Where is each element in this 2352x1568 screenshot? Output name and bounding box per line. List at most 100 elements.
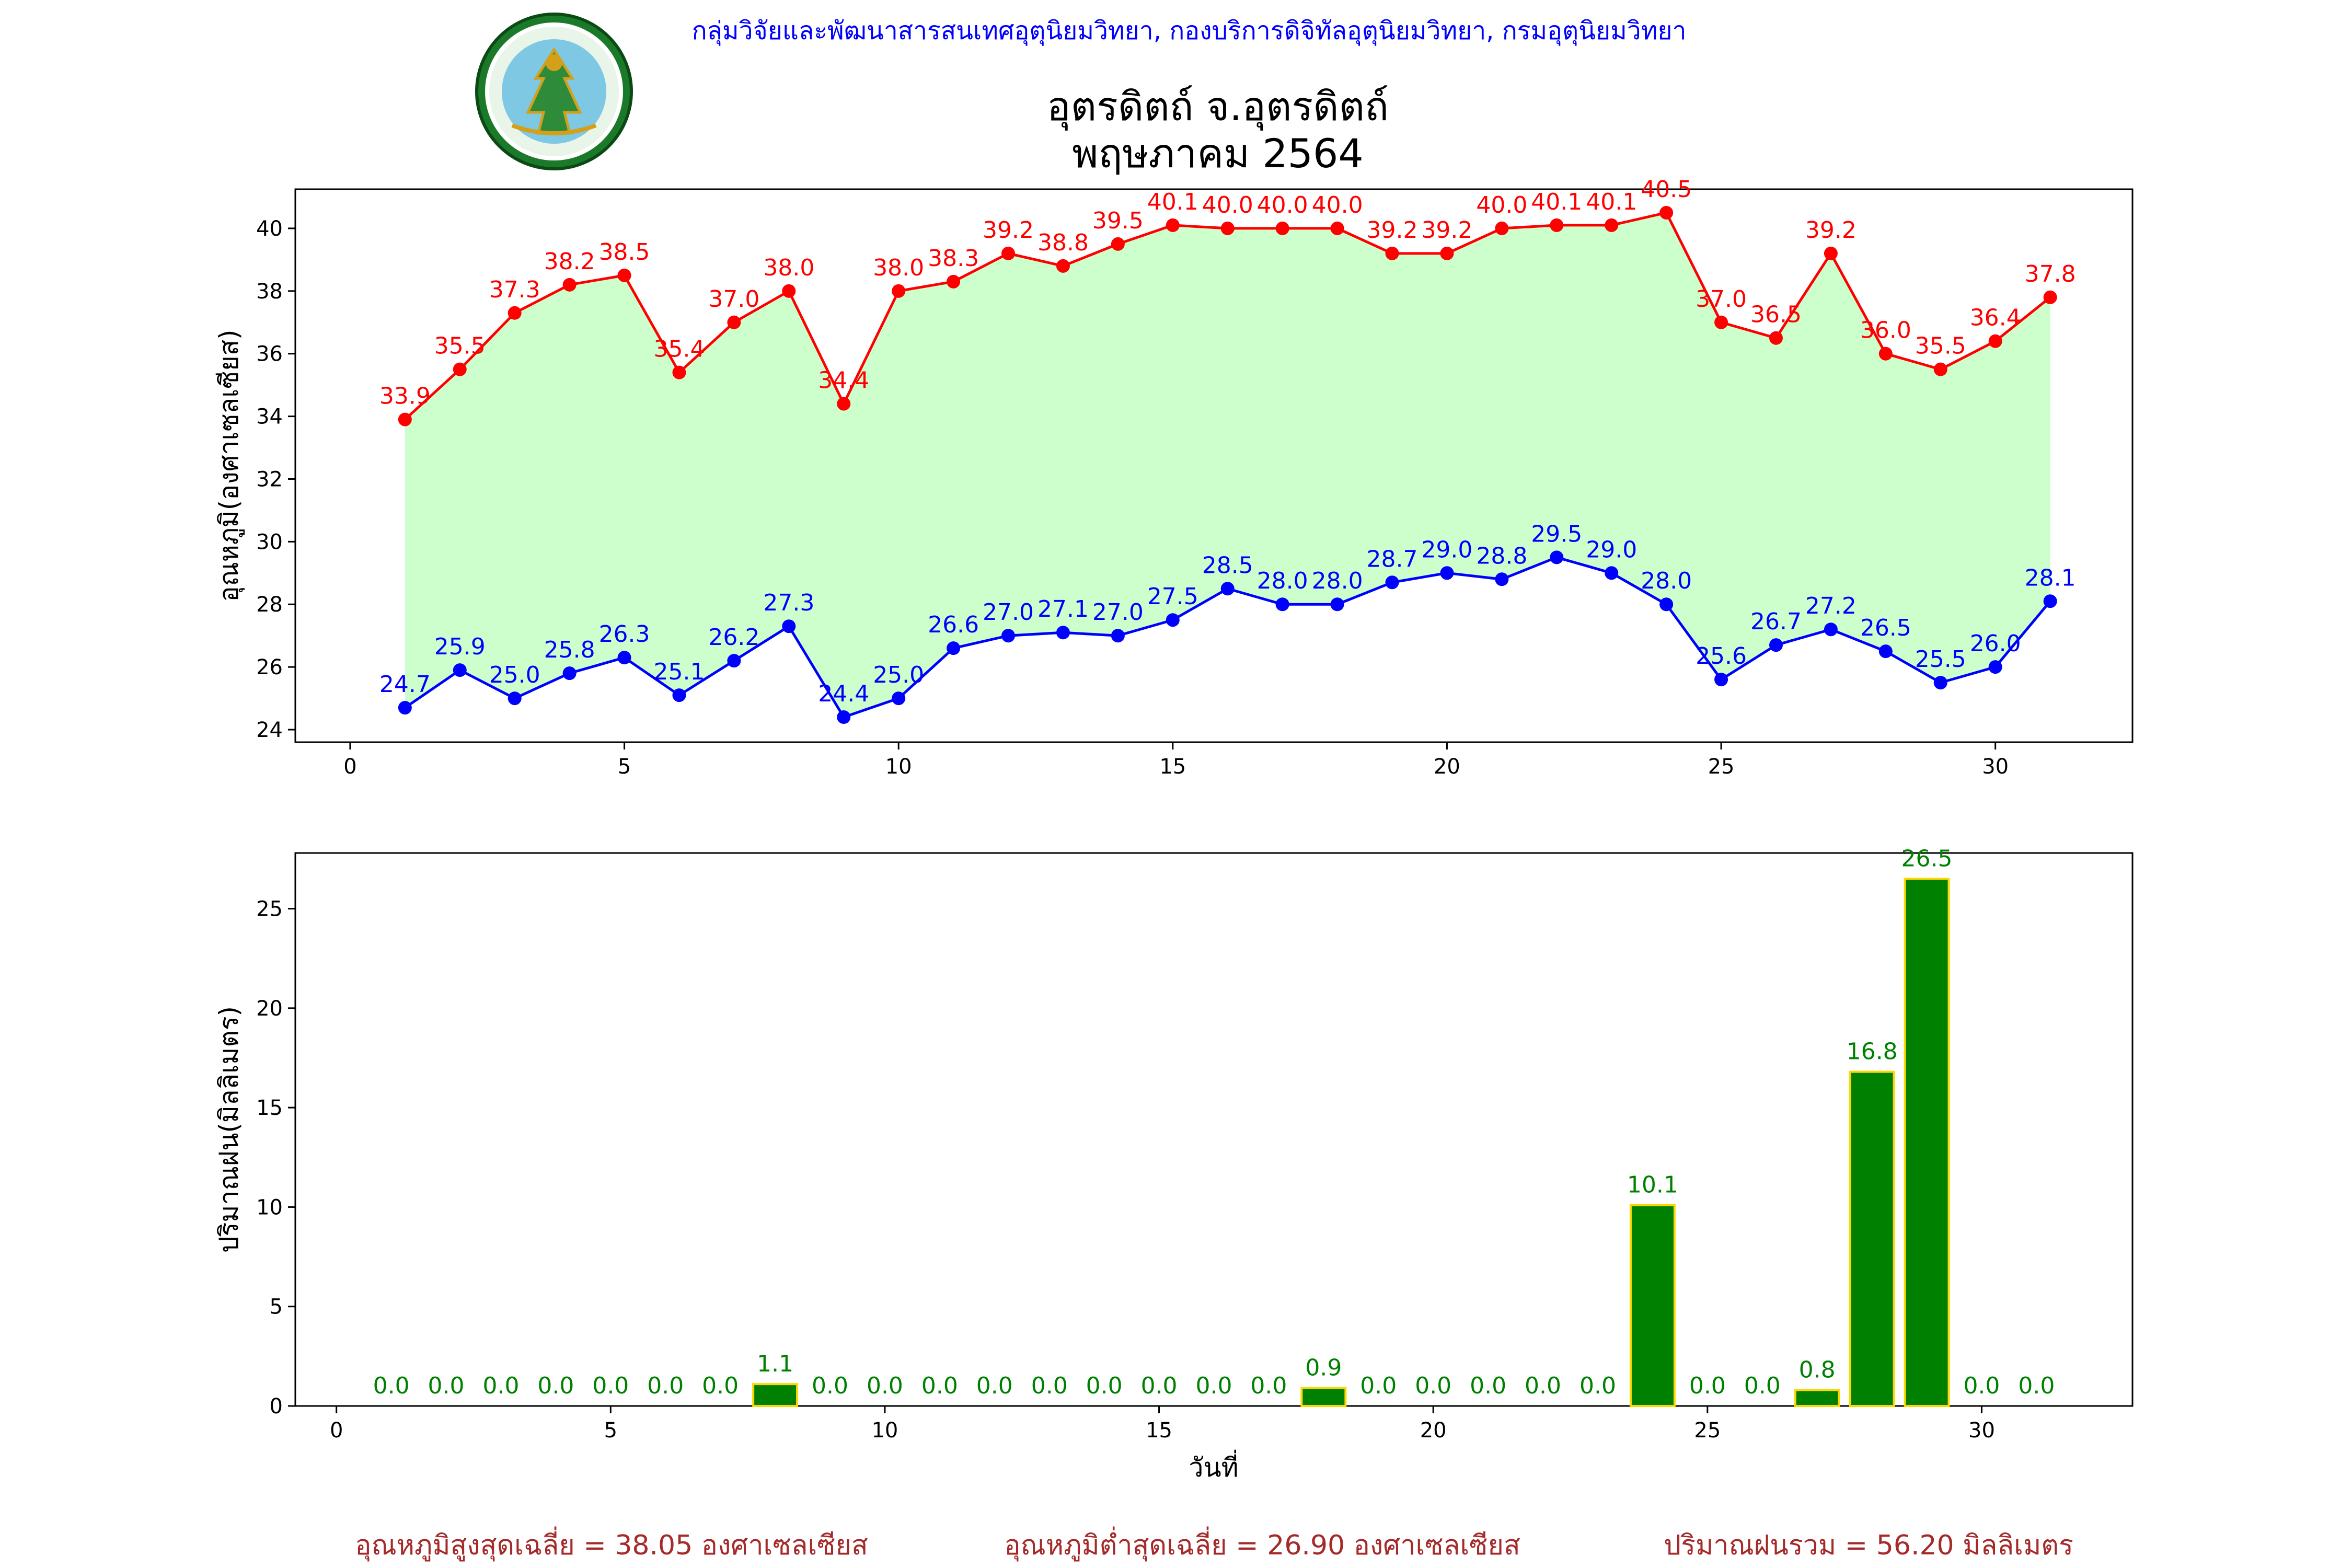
min-temperature-value-label: 26.0 xyxy=(1970,630,2021,657)
min-temperature-value-label: 29.0 xyxy=(1586,536,1637,563)
max-temperature-value-label: 36.5 xyxy=(1750,302,1802,328)
min-temperature-value-label: 28.0 xyxy=(1312,568,1363,594)
rainfall-value-label: 0.0 xyxy=(1360,1373,1397,1399)
min-temperature-value-label: 26.3 xyxy=(599,621,650,648)
min-temperature-point xyxy=(947,641,961,655)
max-temperature-value-label: 39.5 xyxy=(1092,207,1144,234)
rainfall-value-label: 0.0 xyxy=(812,1373,848,1399)
min-temperature-point xyxy=(1824,622,1838,637)
x-tick-label: 15 xyxy=(1146,1419,1172,1443)
min-temperature-point xyxy=(1275,597,1289,612)
min-temperature-point xyxy=(1440,566,1454,580)
max-temperature-value-label: 36.4 xyxy=(1970,305,2021,331)
x-tick-label: 5 xyxy=(618,755,631,779)
meteorological-department-logo xyxy=(475,13,633,170)
max-temperature-point xyxy=(1220,221,1235,235)
min-temperature-value-label: 24.7 xyxy=(379,671,431,698)
rainfall-bar xyxy=(1629,1204,1676,1407)
y-tick-label: 38 xyxy=(256,280,283,304)
rainfall-value-label: 0.0 xyxy=(1525,1373,1561,1399)
max-temperature-point xyxy=(508,306,522,320)
station-title: อุตรดิตถ์ จ.อุตรดิตถ์ xyxy=(1047,83,1389,131)
y-tick-label: 25 xyxy=(256,897,283,921)
max-temperature-point xyxy=(1988,334,2002,348)
min-temperature-point xyxy=(727,654,741,668)
y-tick-label: 15 xyxy=(256,1096,283,1120)
x-tick-label: 10 xyxy=(885,755,912,779)
max-temperature-point xyxy=(1933,362,1947,376)
rainfall-value-label: 0.0 xyxy=(1141,1373,1178,1399)
max-temperature-value-label: 38.0 xyxy=(763,255,814,281)
min-temperature-value-label: 28.0 xyxy=(1641,568,1692,594)
max-temperature-point xyxy=(1385,246,1399,260)
max-temperature-value-label: 38.5 xyxy=(599,239,650,266)
y-tick-label: 5 xyxy=(270,1295,283,1319)
rainfall-y-axis-label: ปริมาณฝน(มิลลิเมตร) xyxy=(214,1006,244,1253)
min-temperature-value-label: 25.8 xyxy=(544,637,595,663)
max-temperature-point xyxy=(672,365,686,379)
min-temperature-point xyxy=(1714,673,1728,687)
x-tick-label: 0 xyxy=(330,1419,343,1443)
min-temperature-value-label: 25.6 xyxy=(1696,643,1747,670)
rainfall-value-label: 1.1 xyxy=(757,1351,793,1377)
x-tick-label: 20 xyxy=(1420,1419,1447,1443)
max-temperature-point xyxy=(1495,221,1509,235)
total-rainfall: ปริมาณฝนรวม = 56.20 มิลลิเมตร xyxy=(1664,1530,2073,1561)
max-temperature-value-label: 40.1 xyxy=(1147,189,1198,215)
min-temperature-point xyxy=(1988,660,2002,674)
rainfall-bar xyxy=(1849,1070,1895,1407)
min-temperature-value-label: 26.5 xyxy=(1860,615,1911,641)
min-temperature-value-label: 27.3 xyxy=(763,590,814,616)
y-tick-label: 32 xyxy=(256,467,283,491)
x-tick-label: 0 xyxy=(343,755,356,779)
min-temperature-point xyxy=(1933,676,1947,690)
min-temperature-value-label: 28.7 xyxy=(1367,546,1418,572)
max-temperature-value-label: 36.0 xyxy=(1860,317,1911,344)
max-temperature-value-label: 40.5 xyxy=(1641,176,1692,203)
x-tick-label: 20 xyxy=(1434,755,1460,779)
max-temperature-value-label: 38.8 xyxy=(1037,229,1089,256)
max-temperature-value-label: 40.1 xyxy=(1531,189,1582,215)
rainfall-plot-frame xyxy=(294,852,2134,1407)
min-temperature-value-label: 26.2 xyxy=(708,624,759,651)
max-temperature-value-label: 39.2 xyxy=(1421,217,1472,244)
max-temperature-point xyxy=(1330,221,1344,235)
x-tick-label: 25 xyxy=(1708,755,1735,779)
max-temperature-value-label: 39.2 xyxy=(1805,217,1857,244)
rainfall-value-label: 0.9 xyxy=(1305,1355,1342,1381)
min-temperature-point xyxy=(617,651,631,665)
min-temperature-value-label: 28.0 xyxy=(1257,568,1308,594)
x-tick-label: 30 xyxy=(1968,1419,1995,1443)
x-tick-label: 15 xyxy=(1159,755,1186,779)
temperature-chart: 33.935.537.338.2 38.535.437.038.034.438.0… xyxy=(214,176,2134,779)
rainfall-value-label: 0.8 xyxy=(1799,1357,1836,1383)
rainfall-value-label: 0.0 xyxy=(1470,1373,1506,1399)
rainfall-x-axis-label: วันที่ xyxy=(1189,1450,1238,1483)
min-temperature-point xyxy=(837,710,851,724)
min-temperature-value-label: 26.6 xyxy=(928,612,979,638)
rainfall-bar xyxy=(1300,1387,1347,1408)
rainfall-value-label: 0.0 xyxy=(428,1373,465,1399)
min-temperature-value-label: 28.5 xyxy=(1202,552,1253,579)
rainfall-value-label: 0.0 xyxy=(1744,1373,1781,1399)
rainfall-chart: 0.0 0.0 0.0 0.0 0.0 0.0 0.0 1.1 0.0 0.0 0.0 0.0 0.0 0… xyxy=(214,845,2134,1483)
rainfall-value-label: 0.0 xyxy=(1086,1373,1123,1399)
min-temperature-point xyxy=(1111,629,1125,643)
max-temperature-point xyxy=(1166,218,1180,232)
min-temperature-point xyxy=(1769,638,1783,652)
min-temperature-value-label: 25.0 xyxy=(873,662,924,688)
max-temperature-point xyxy=(453,362,467,376)
min-temperature-point xyxy=(1605,566,1619,580)
max-temperature-point xyxy=(947,274,961,289)
rainfall-value-label: 0.0 xyxy=(1250,1373,1287,1399)
rainfall-value-label: 0.0 xyxy=(537,1373,574,1399)
min-temperature-point xyxy=(782,619,796,633)
max-temperature-point xyxy=(1878,347,1893,361)
temperature-y-axis-label: อุณหภูมิ(องศาเซลเซียส) xyxy=(214,329,245,602)
rainfall-value-label: 26.5 xyxy=(1901,845,1953,872)
min-temperature-value-label: 27.1 xyxy=(1037,596,1089,622)
min-temperature-point xyxy=(1056,626,1070,640)
y-tick-label: 20 xyxy=(256,997,283,1021)
rainfall-value-label: 0.0 xyxy=(482,1373,519,1399)
